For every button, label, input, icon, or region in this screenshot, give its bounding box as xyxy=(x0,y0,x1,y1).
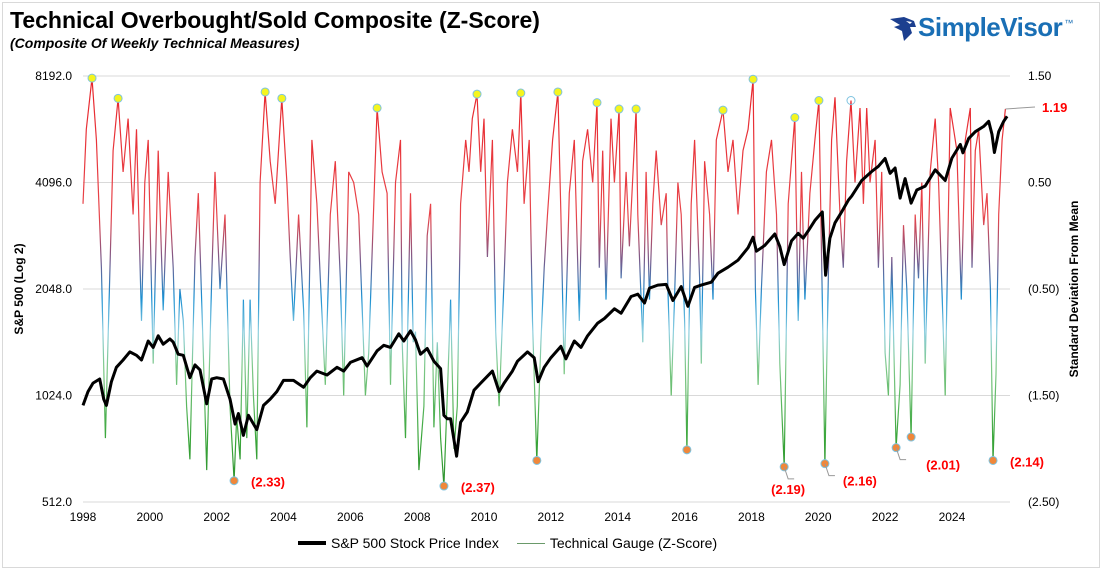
label-leader-line xyxy=(895,447,907,461)
overbought-marker xyxy=(372,103,382,113)
x-tick-label: 2016 xyxy=(671,510,698,524)
legend-item-sp500: S&P 500 Stock Price Index xyxy=(298,535,499,551)
oversold-marker xyxy=(229,476,239,486)
x-tick-label: 2008 xyxy=(404,510,431,524)
right-tick-label: 1.50 xyxy=(1028,69,1052,83)
overbought-marker xyxy=(113,93,123,103)
x-tick-label: 2018 xyxy=(738,510,765,524)
oversold-label: (2.01) xyxy=(926,458,960,473)
left-axis-title: S&P 500 (Log 2) xyxy=(12,243,26,334)
logo-tm: ™ xyxy=(1064,17,1074,28)
right-tick-label: (2.50) xyxy=(1028,495,1059,509)
logo-text: SimpleVisor xyxy=(918,12,1063,42)
oversold-label: (2.19) xyxy=(771,482,805,497)
legend-label-sp500: S&P 500 Stock Price Index xyxy=(331,535,499,551)
left-tick-label: 2048.0 xyxy=(35,282,72,296)
oversold-label: (2.37) xyxy=(461,480,495,495)
left-tick-label: 4096.0 xyxy=(35,176,72,190)
x-tick-label: 2006 xyxy=(337,510,364,524)
right-tick-label: 0.50 xyxy=(1028,176,1052,190)
overbought-marker xyxy=(631,104,641,114)
sp500-line xyxy=(81,115,1009,458)
oversold-label: (2.33) xyxy=(251,475,285,490)
x-tick-label: 2004 xyxy=(270,510,297,524)
x-tick-label: 1998 xyxy=(70,510,97,524)
oversold-label: (2.16) xyxy=(843,474,877,489)
x-tick-label: 2020 xyxy=(805,510,832,524)
x-tick-label: 2024 xyxy=(939,510,966,524)
overbought-marker xyxy=(260,87,270,97)
overbought-marker xyxy=(614,104,624,114)
overbought-marker xyxy=(87,73,97,83)
left-tick-label: 8192.0 xyxy=(35,69,72,83)
legend-label-zscore: Technical Gauge (Z-Score) xyxy=(549,535,718,551)
oversold-marker xyxy=(682,445,692,455)
current-value-label: 1.19 xyxy=(1042,100,1067,115)
left-tick-label: 512.0 xyxy=(42,495,72,509)
simplevisor-logo: SimpleVisor ™ xyxy=(888,12,1073,43)
oversold-marker xyxy=(532,455,542,465)
zscore-line xyxy=(82,78,1006,487)
eagle-icon xyxy=(890,16,916,41)
right-tick-label: (0.50) xyxy=(1028,282,1059,296)
overbought-marker xyxy=(277,93,287,103)
overbought-marker xyxy=(814,95,824,105)
current-value-leader xyxy=(1005,106,1036,110)
legend-swatch-zscore xyxy=(516,542,545,544)
legend-item-zscore: Technical Gauge (Z-Score) xyxy=(516,535,718,551)
x-tick-label: 2012 xyxy=(538,510,565,524)
overbought-marker xyxy=(553,87,563,97)
right-tick-label: (1.50) xyxy=(1028,389,1059,403)
oversold-marker xyxy=(439,481,449,491)
overbought-marker xyxy=(592,98,602,108)
legend-swatch-sp500 xyxy=(298,541,326,545)
x-tick-label: 2002 xyxy=(203,510,230,524)
oversold-marker xyxy=(906,432,916,442)
overbought-marker xyxy=(748,74,758,84)
chart-title: Technical Overbought/Sold Composite (Z-S… xyxy=(10,7,540,33)
chart-subtitle: (Composite Of Weekly Technical Measures) xyxy=(10,35,300,51)
oversold-marker xyxy=(988,455,998,465)
label-leader-line xyxy=(783,466,795,480)
overbought-marker xyxy=(718,105,728,115)
x-tick-label: 2022 xyxy=(872,510,899,524)
x-tick-label: 2000 xyxy=(136,510,163,524)
overbought-marker xyxy=(516,88,526,98)
label-leader-line xyxy=(824,463,835,477)
overbought-marker xyxy=(790,113,800,123)
hollow-marker xyxy=(846,95,856,105)
left-tick-label: 1024.0 xyxy=(35,389,72,403)
legend: S&P 500 Stock Price Index Technical Gaug… xyxy=(298,535,735,551)
oversold-label: (2.14) xyxy=(1010,454,1044,469)
x-tick-label: 2010 xyxy=(471,510,498,524)
right-axis-title: Standard Deviation From Mean xyxy=(1067,201,1081,378)
x-tick-label: 2014 xyxy=(604,510,631,524)
overbought-marker xyxy=(472,89,482,99)
